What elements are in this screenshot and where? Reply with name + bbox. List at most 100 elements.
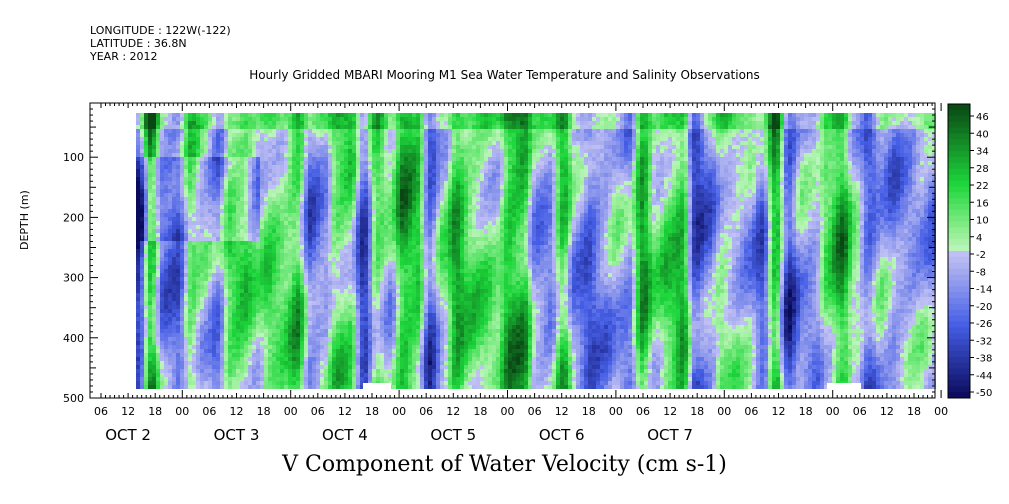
heatmap-cell [156, 349, 160, 353]
heatmap-cell [316, 269, 320, 273]
heatmap-cell [376, 341, 380, 345]
heatmap-cell [248, 121, 252, 125]
heatmap-cell [288, 141, 292, 145]
heatmap-cell [192, 221, 196, 225]
heatmap-cell [164, 357, 168, 361]
heatmap-cell [196, 269, 200, 273]
heatmap-cell [136, 341, 140, 345]
heatmap-cell [196, 185, 200, 189]
heatmap-cell [384, 377, 388, 381]
heatmap-cell [368, 357, 372, 361]
heatmap-cell [244, 273, 248, 277]
heatmap-cell [404, 229, 408, 233]
heatmap-cell [388, 149, 392, 153]
heatmap-cell [136, 261, 140, 265]
heatmap-cell [152, 269, 156, 273]
heatmap-cell [348, 133, 352, 137]
heatmap-cell [148, 305, 152, 309]
heatmap-cell [344, 233, 348, 237]
heatmap-cell [364, 257, 368, 261]
heatmap-cell [208, 297, 212, 301]
heatmap-cell [256, 217, 260, 221]
heatmap-cell [228, 305, 232, 309]
heatmap-cell [220, 133, 224, 137]
heatmap-cell [380, 185, 384, 189]
heatmap-cell [416, 289, 420, 293]
heatmap-cell [176, 217, 180, 221]
heatmap-cell [380, 225, 384, 229]
heatmap-cell [356, 165, 360, 169]
heatmap-cell [300, 241, 304, 245]
heatmap-cell [332, 285, 336, 289]
heatmap-cell [216, 341, 220, 345]
heatmap-cell [328, 173, 332, 177]
heatmap-cell [212, 281, 216, 285]
heatmap-cell [424, 173, 428, 177]
heatmap-cell [376, 377, 380, 381]
heatmap-cell [208, 205, 212, 209]
heatmap-cell [276, 277, 280, 281]
heatmap-cell [396, 325, 400, 329]
heatmap-cell [420, 129, 424, 133]
heatmap-cell [300, 205, 304, 209]
heatmap-cell [352, 313, 356, 317]
heatmap-cell [188, 305, 192, 309]
heatmap-cell [268, 349, 272, 353]
heatmap-cell [360, 357, 364, 361]
heatmap-cell [232, 265, 236, 269]
heatmap-cell [388, 289, 392, 293]
heatmap-cell [392, 385, 396, 389]
heatmap-cell [356, 249, 360, 253]
heatmap-cell [392, 213, 396, 217]
heatmap-cell [352, 213, 356, 217]
heatmap-cell [296, 169, 300, 173]
heatmap-cell [200, 329, 204, 333]
heatmap-cell [352, 217, 356, 221]
heatmap-cell [144, 233, 148, 237]
heatmap-cell [364, 301, 368, 305]
heatmap-cell [304, 229, 308, 233]
heatmap-cell [228, 381, 232, 385]
heatmap-cell [228, 357, 232, 361]
heatmap-cell [276, 229, 280, 233]
heatmap-cell [276, 133, 280, 137]
heatmap-cell [172, 329, 176, 333]
heatmap-cell [208, 329, 212, 333]
heatmap-cell [192, 365, 196, 369]
heatmap-cell [176, 113, 180, 117]
heatmap-cell [344, 133, 348, 137]
heatmap-cell [208, 341, 212, 345]
heatmap-cell [184, 285, 188, 289]
heatmap-cell [200, 189, 204, 193]
heatmap-cell [168, 121, 172, 125]
heatmap-cell [352, 377, 356, 381]
heatmap-cell [208, 125, 212, 129]
heatmap-cell [184, 233, 188, 237]
heatmap-cell [416, 341, 420, 345]
heatmap-cell [384, 317, 388, 321]
heatmap-cell [224, 245, 228, 249]
heatmap-cell [280, 201, 284, 205]
heatmap-cell [212, 153, 216, 157]
heatmap-cell [272, 173, 276, 177]
heatmap-cell [404, 349, 408, 353]
heatmap-cell [208, 225, 212, 229]
heatmap-cell [384, 241, 388, 245]
heatmap-cell [196, 149, 200, 153]
heatmap-cell [356, 113, 360, 117]
heatmap-cell [412, 157, 416, 161]
heatmap-cell [308, 377, 312, 381]
heatmap-cell [292, 349, 296, 353]
heatmap-cell [420, 357, 424, 361]
heatmap-cell [280, 313, 284, 317]
heatmap-cell [204, 253, 208, 257]
heatmap-cell [168, 321, 172, 325]
heatmap-cell [204, 169, 208, 173]
heatmap-cell [248, 217, 252, 221]
heatmap-cell [192, 121, 196, 125]
heatmap-cell [324, 157, 328, 161]
heatmap-cell [364, 233, 368, 237]
heatmap-cell [180, 377, 184, 381]
heatmap-cell [148, 337, 152, 341]
heatmap-cell [388, 145, 392, 149]
